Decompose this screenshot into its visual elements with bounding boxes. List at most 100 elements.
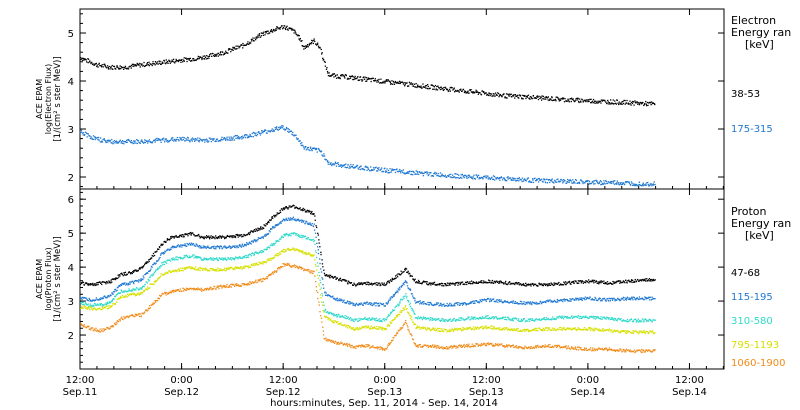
data-point <box>197 137 199 139</box>
data-point <box>605 299 607 301</box>
data-point <box>253 229 256 231</box>
data-point <box>472 282 474 284</box>
data-point <box>128 283 130 286</box>
data-point <box>362 304 364 306</box>
data-point <box>101 281 103 283</box>
data-point <box>142 278 144 281</box>
data-point <box>342 164 344 166</box>
data-point <box>450 320 453 322</box>
data-point <box>530 302 533 304</box>
data-point <box>279 28 281 30</box>
data-point <box>333 164 335 166</box>
data-point <box>218 140 220 142</box>
data-point <box>535 97 537 99</box>
data-point <box>170 260 172 262</box>
data-point <box>461 173 463 175</box>
data-point <box>115 140 117 142</box>
data-point <box>148 140 150 143</box>
data-point <box>352 166 354 169</box>
data-point <box>283 128 285 130</box>
data-point <box>486 298 488 301</box>
data-point <box>377 284 379 286</box>
data-point <box>365 318 367 320</box>
data-point <box>344 317 347 319</box>
data-point <box>374 79 376 82</box>
data-point <box>482 177 484 179</box>
data-point <box>437 302 439 304</box>
data-point <box>190 231 192 234</box>
data-point <box>496 280 498 282</box>
data-point <box>339 278 341 280</box>
data-point <box>630 101 633 104</box>
data-point <box>219 247 221 250</box>
data-point <box>557 282 559 284</box>
data-point <box>610 102 612 104</box>
data-point <box>572 179 574 181</box>
data-point <box>415 301 418 303</box>
data-point <box>206 246 209 248</box>
data-point <box>333 76 335 78</box>
data-point <box>110 282 112 284</box>
data-point <box>504 301 506 303</box>
data-point <box>566 181 568 183</box>
data-point <box>154 64 156 66</box>
data-point <box>505 97 507 99</box>
data-point <box>89 137 92 140</box>
data-point <box>167 62 169 64</box>
data-point <box>598 182 600 184</box>
data-point <box>199 256 201 258</box>
data-point <box>174 62 176 64</box>
data-point <box>115 142 118 144</box>
data-point <box>260 237 262 240</box>
data-point <box>287 208 289 210</box>
data-point <box>558 284 561 286</box>
data-point <box>510 93 512 95</box>
data-point <box>275 224 277 226</box>
data-point <box>301 45 303 47</box>
data-point <box>399 301 401 303</box>
data-point <box>575 98 577 100</box>
data-point <box>176 60 178 62</box>
data-point <box>147 142 149 144</box>
data-point <box>123 283 125 285</box>
data-point <box>404 269 406 271</box>
data-point <box>285 217 287 220</box>
data-point <box>462 302 464 304</box>
data-point <box>418 300 420 303</box>
data-point <box>374 78 376 80</box>
data-point <box>328 311 330 314</box>
data-point <box>144 288 147 290</box>
data-point <box>641 320 643 322</box>
data-point <box>133 289 135 291</box>
data-point <box>261 236 263 238</box>
data-point <box>543 283 545 285</box>
data-point <box>515 95 517 97</box>
data-point <box>193 234 195 236</box>
data-point <box>468 303 470 305</box>
data-point <box>418 282 420 284</box>
data-point <box>173 61 175 63</box>
data-point <box>324 291 326 293</box>
data-point <box>590 315 593 317</box>
data-point <box>619 282 621 284</box>
data-point <box>301 236 303 238</box>
data-point <box>358 302 361 305</box>
data-point <box>161 138 164 140</box>
data-point <box>374 302 376 304</box>
data-point <box>311 213 313 215</box>
data-point <box>610 180 612 183</box>
data-point <box>153 280 156 283</box>
data-point <box>98 304 100 306</box>
data-point <box>628 297 631 299</box>
data-point <box>433 88 435 90</box>
data-point <box>377 305 379 307</box>
data-point <box>638 280 640 282</box>
data-point <box>597 281 600 283</box>
data-point <box>164 273 166 275</box>
data-point <box>562 318 565 320</box>
data-point <box>612 180 614 183</box>
data-point <box>94 138 96 141</box>
data-point <box>553 282 555 284</box>
data-point <box>110 306 112 308</box>
data-point <box>471 91 473 93</box>
